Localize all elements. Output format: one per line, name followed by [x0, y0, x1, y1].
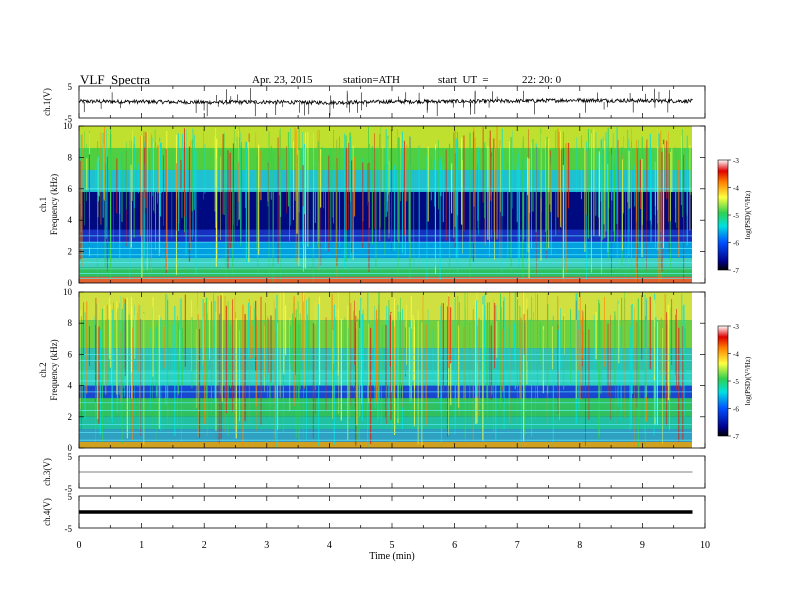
ch1-spectrogram-ylabel: Frequency (kHz) [49, 174, 59, 235]
ch1-spectrogram-colorbar-tick-label: -3 [733, 157, 739, 165]
ch2-spectrogram-band [79, 441, 692, 448]
ch1-spectrogram-band [79, 267, 692, 277]
ch1-spectrogram-ytick-label: 0 [68, 278, 73, 288]
x-tick-label: 8 [577, 540, 582, 551]
ch2-spectrogram-channel-label: ch.2 [38, 362, 48, 377]
ch3-waveform-ylabel: ch.3(V) [42, 458, 52, 486]
ch1-spectrogram-colorbar-tick-label: -7 [733, 267, 739, 275]
ch2-spectrogram-colorbar-tick-label: -3 [733, 323, 739, 331]
ch2-spectrogram-ytick-label: 2 [68, 412, 73, 422]
ch1-spectrogram-colorbar [717, 159, 729, 271]
ch1-spectrogram-colorbar-tick-label: -6 [733, 240, 739, 248]
ch2-spectrogram-ytick-label: 4 [68, 381, 73, 391]
ch2-spectrogram-colorbar-tick-label: -5 [733, 378, 739, 386]
date-label: Apr. 23, 2015 [252, 74, 313, 86]
ch2-spectrogram-band [79, 292, 692, 321]
ch1-spectrogram-band [79, 191, 692, 230]
x-tick-label: 5 [390, 540, 395, 551]
ch1-spectrogram-colorbar-tick-label: -4 [733, 185, 739, 193]
ch1-spectrogram-colorbar-label: log(PSD)(V²/Hz) [744, 190, 752, 239]
ch1-waveform-ytick-label: -5 [65, 114, 73, 124]
ch4-waveform-ytick-label: 5 [68, 492, 73, 502]
ch2-spectrogram-colorbar-label: log(PSD)(V²/Hz) [744, 356, 752, 405]
ch2-spectrogram-ytick-label: 0 [68, 443, 73, 453]
ch1-spectrogram-ytick-label: 8 [68, 152, 73, 162]
ch1-spectrogram-ytick-label: 4 [68, 215, 73, 225]
ch3-waveform-ytick-label: -5 [65, 484, 73, 494]
ch2-spectrogram-band [79, 416, 692, 430]
ch1-waveform-trace [78, 97, 693, 106]
ch2-spectrogram-colorbar [717, 325, 729, 437]
x-tick-label: 2 [202, 540, 207, 551]
ch1-spectrogram-channel-label: ch.1 [38, 197, 48, 212]
figure-title: VLF Spectra [80, 72, 151, 87]
x-tick-label: 10 [700, 540, 710, 551]
x-tick-label: 6 [452, 540, 457, 551]
ch2-spectrogram-colorbar-tick-label: -6 [733, 406, 739, 414]
x-tick-label: 7 [515, 540, 520, 551]
ch2-spectrogram-colorbar-tick-label: -4 [733, 351, 739, 359]
ch2-spectrogram-ytick-label: 6 [68, 349, 73, 359]
x-tick-label: 9 [640, 540, 645, 551]
ch2-spectrogram-ytick-label: 8 [68, 318, 73, 328]
start-ut-label: start UT = [438, 74, 489, 86]
x-tick-label: 4 [327, 540, 332, 551]
ch4-waveform-ytick-label: -5 [65, 524, 73, 534]
ch1-waveform-ylabel: ch.1(V) [42, 88, 52, 116]
ch1-spectrogram-ytick-label: 6 [68, 184, 73, 194]
ch1-spectrogram-band [79, 242, 692, 258]
ch1-spectrogram-band [79, 276, 692, 283]
x-tick-label: 1 [139, 540, 144, 551]
x-tick-label: 3 [264, 540, 269, 551]
ch4-waveform-ylabel: ch.4(V) [42, 498, 52, 526]
ch2-spectrogram-ytick-label: 10 [63, 287, 73, 297]
x-tick-label: 0 [77, 540, 82, 551]
ch1-spectrogram-ytick-label: 2 [68, 247, 73, 257]
ch2-spectrogram-ylabel: Frequency (kHz) [49, 339, 59, 400]
station-label: station=ATH [343, 74, 400, 86]
start-ut-value: 22: 20: 0 [522, 74, 562, 86]
ch3-waveform-ytick-label: 5 [68, 452, 73, 462]
ch1-spectrogram-colorbar-tick-label: -5 [733, 212, 739, 220]
ch2-spectrogram-colorbar-tick-label: -7 [733, 433, 739, 441]
ch1-spectrogram-band [79, 126, 692, 148]
ch1-spectrogram-ytick-label: 10 [63, 121, 73, 131]
ch1-waveform-ytick-label: 5 [68, 82, 73, 92]
x-axis-label: Time (min) [369, 551, 414, 562]
ch1-spectrogram-image [79, 126, 692, 283]
ch2-spectrogram-image [79, 292, 692, 448]
